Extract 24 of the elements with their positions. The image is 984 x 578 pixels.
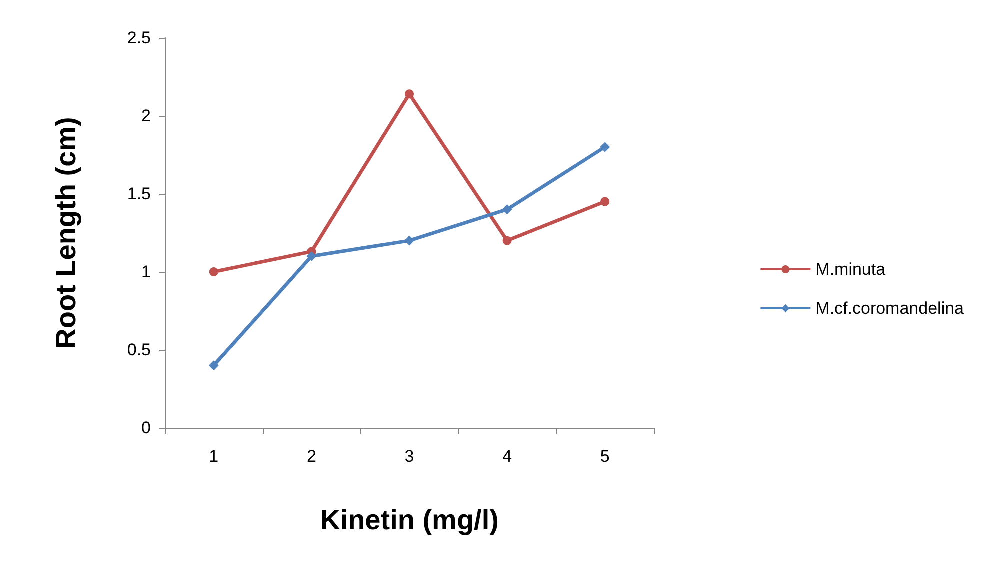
x-tick-label: 3 <box>404 447 414 466</box>
x-tick-label: 4 <box>502 447 512 466</box>
y-tick-label: 0.5 <box>127 340 151 360</box>
point <box>404 236 414 246</box>
point <box>502 204 512 215</box>
x-tick-label: 2 <box>306 447 316 466</box>
point <box>502 236 512 246</box>
y-tick-label: 1.5 <box>127 184 151 204</box>
y-tick-label: 1 <box>142 262 151 282</box>
point <box>600 197 610 206</box>
point <box>209 268 218 276</box>
y-axis-title: Root Length (cm) <box>50 117 82 349</box>
x-tick-label: 1 <box>209 447 219 466</box>
point <box>208 360 219 371</box>
y-tick-label: 0 <box>142 418 151 438</box>
legend-label: M.cf.coromandelina <box>816 299 965 318</box>
legend-label: M.minuta <box>816 260 886 279</box>
y-tick-label: 2.5 <box>127 28 151 48</box>
y-tick-label: 2 <box>142 106 151 126</box>
x-axis-title: Kinetin (mg/l) <box>320 504 499 536</box>
x-tick-label: 5 <box>600 447 610 466</box>
point <box>306 251 317 262</box>
point <box>600 142 610 152</box>
point <box>405 90 414 99</box>
